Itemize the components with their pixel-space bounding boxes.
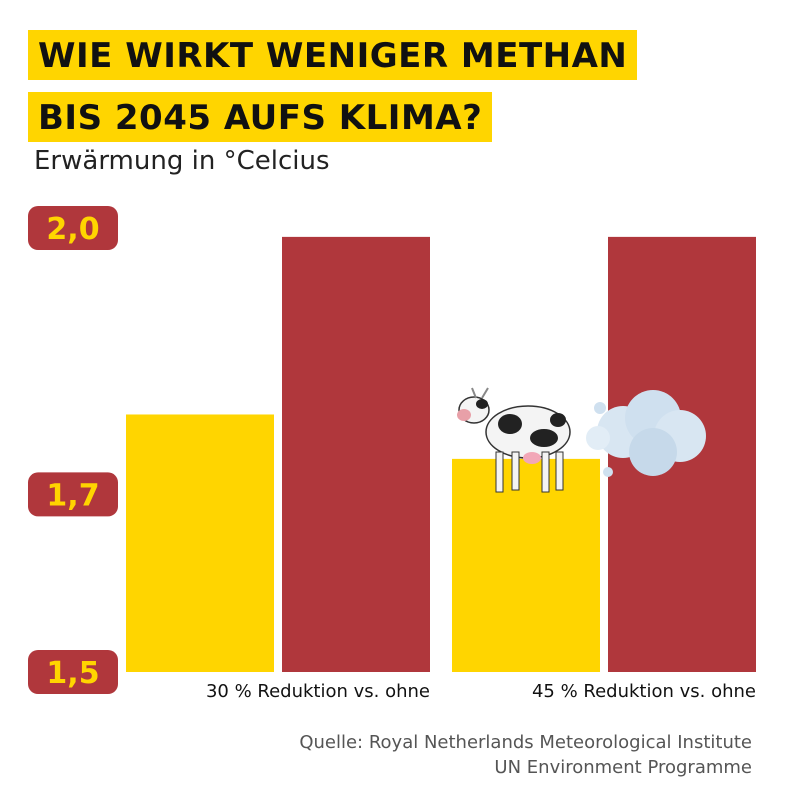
ytick-label-2: 1,7	[46, 478, 99, 513]
category-label-1: 30 % Reduktion vs. ohne	[206, 681, 430, 702]
title-line-2: BIS 2045 AUFS KLIMA?	[28, 92, 493, 142]
ytick-2: 1,7	[28, 472, 118, 517]
decoration	[457, 387, 706, 493]
ytick-pill-1	[28, 206, 118, 250]
bar-1-1	[126, 414, 274, 672]
bar-2-1	[452, 458, 600, 672]
ytick-pill-2	[28, 472, 118, 517]
ytick-3: 1,5	[28, 650, 118, 694]
chart-subtitle: Erwärmung in °Celcius	[34, 146, 330, 176]
bar-1-2	[282, 236, 430, 672]
source-line-2: UN Environment Programme	[494, 757, 752, 778]
cloud-puff-icon	[586, 390, 706, 477]
source-note: Quelle: Royal Netherlands Meteorological…	[299, 730, 752, 780]
ytick-label-3: 1,5	[46, 656, 99, 691]
cow-icon	[457, 387, 571, 493]
ytick-1: 2,0	[28, 206, 118, 250]
source-line-1: Quelle: Royal Netherlands Meteorological…	[299, 732, 752, 753]
title-line-1: WIE WIRKT WENIGER METHAN	[28, 30, 638, 80]
category-label-2: 45 % Reduktion vs. ohne	[532, 681, 756, 702]
ytick-pill-3	[28, 650, 118, 694]
ytick-label-1: 2,0	[46, 212, 99, 247]
